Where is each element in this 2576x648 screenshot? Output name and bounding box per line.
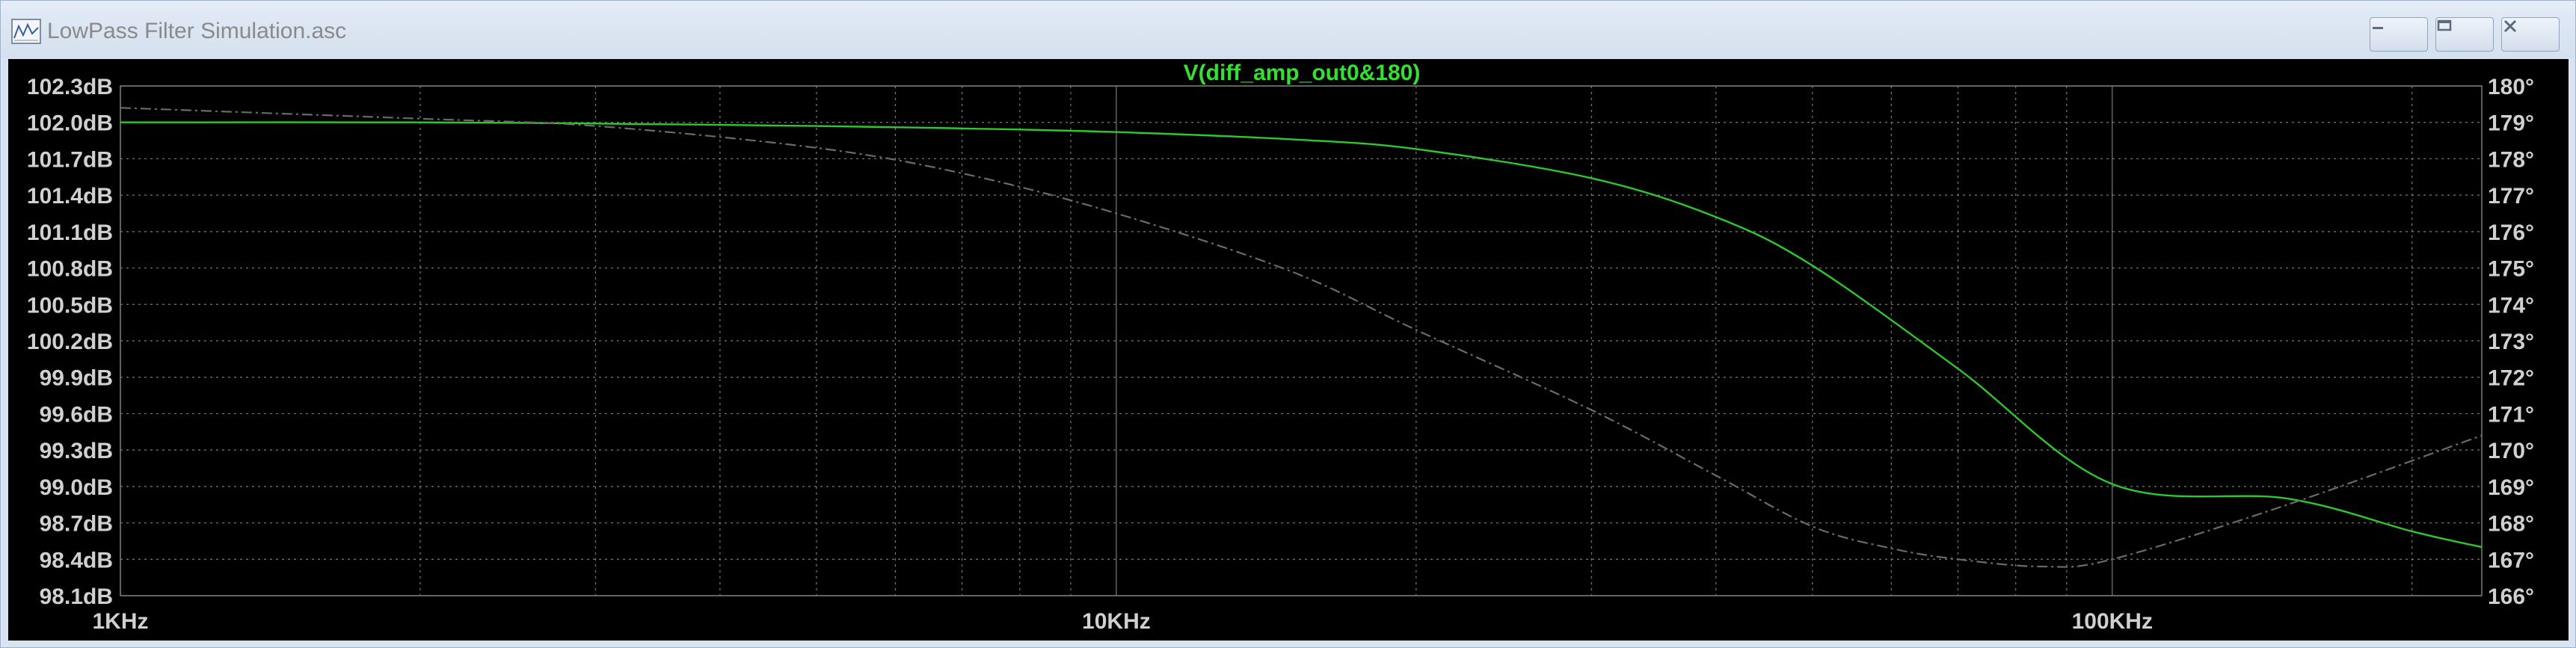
- plot-pane[interactable]: V(diff_amp_out0&180) 102.3dB 102.0dB 101.7…: [8, 59, 2569, 641]
- y-right-tick-label: 172°: [2488, 366, 2534, 391]
- y-left-tick-label: 101.7dB: [27, 147, 113, 172]
- y-left-tick-label: 100.8dB: [27, 257, 113, 282]
- magnitude-trace: [120, 121, 2483, 549]
- minimize-button[interactable]: [2370, 17, 2428, 52]
- title-bar[interactable]: LowPass Filter Simulation.asc: [1, 1, 2575, 58]
- y-right-tick-label: 169°: [2488, 475, 2534, 500]
- y-left-tick-label: 101.1dB: [27, 220, 113, 245]
- close-button[interactable]: [2501, 17, 2560, 52]
- y-left-tick-label: 101.4dB: [27, 184, 113, 209]
- y-left-tick-label: 100.2dB: [27, 330, 113, 354]
- y-right-tick-label: 167°: [2488, 548, 2534, 573]
- y-right-tick-label: 176°: [2488, 220, 2534, 245]
- y-right-tick-label: 180°: [2488, 75, 2534, 99]
- y-left-tick-label: 100.5dB: [27, 293, 113, 318]
- y-left-tick-label: 99.6dB: [40, 402, 113, 427]
- y-left-tick-label: 99.0dB: [40, 475, 113, 500]
- y-right-tick-label: 177°: [2488, 184, 2534, 209]
- y-right-tick-label: 173°: [2488, 330, 2534, 354]
- y-right-tick-label: 178°: [2488, 147, 2534, 172]
- restore-button[interactable]: [2435, 17, 2494, 52]
- x-tick-label: 1KHz: [92, 609, 148, 634]
- y-left-tick-label: 98.7dB: [40, 512, 113, 537]
- x-tick-label: 100KHz: [2072, 609, 2153, 634]
- x-tick-label: 10KHz: [1082, 609, 1151, 634]
- y-left-tick-label: 99.9dB: [40, 366, 113, 391]
- y-right-tick-label: 171°: [2488, 402, 2534, 427]
- y-right-tick-label: 174°: [2488, 293, 2534, 318]
- y-left-tick-label: 102.3dB: [27, 75, 113, 99]
- chart-title: V(diff_amp_out0&180): [1184, 61, 1421, 85]
- y-left-tick-label: 98.4dB: [40, 548, 113, 573]
- y-right-tick-label: 179°: [2488, 111, 2534, 136]
- y-right-tick-label: 166°: [2488, 584, 2534, 609]
- y-right-tick-label: 170°: [2488, 439, 2534, 463]
- y-right-tick-label: 175°: [2488, 257, 2534, 282]
- y-left-tick-label: 102.0dB: [27, 111, 113, 136]
- y-left-tick-label: 99.3dB: [40, 439, 113, 463]
- y-left-tick-label: 98.1dB: [40, 584, 113, 609]
- plot-frame-border: [120, 85, 2483, 596]
- y-right-tick-label: 168°: [2488, 512, 2534, 537]
- phase-trace: [120, 107, 2483, 568]
- window-title: LowPass Filter Simulation.asc: [47, 19, 347, 43]
- waveform-app-icon: [11, 19, 41, 44]
- bode-plot[interactable]: V(diff_amp_out0&180) 102.3dB 102.0dB 101.7…: [8, 59, 2569, 641]
